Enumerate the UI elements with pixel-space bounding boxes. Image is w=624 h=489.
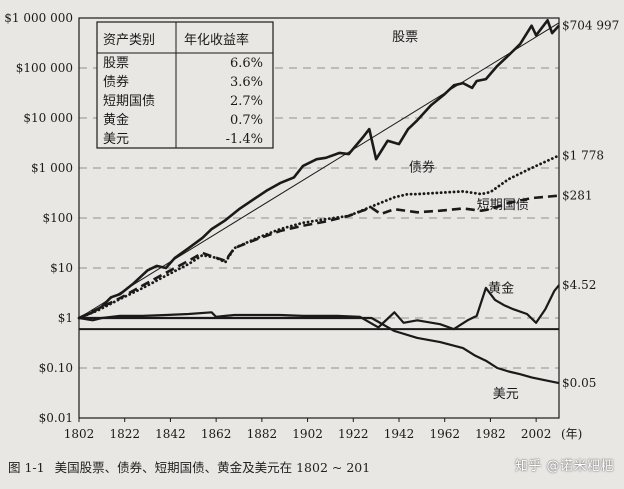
x-tick-label: 1822 [109,427,140,441]
table-asset-cell: 股票 [103,56,129,71]
x-tick-label: 1842 [155,427,186,441]
table-return-cell: 3.6% [230,75,263,90]
x-tick-label: 1862 [201,427,232,441]
table-return-cell: -1.4% [226,132,263,147]
plot-frame [78,17,560,419]
y-tick-label: $100 000 [16,61,73,75]
series-name-label: 债券 [409,160,435,176]
y-tick-label: $1 000 000 [4,11,73,25]
table-asset-cell: 短期国债 [103,94,155,109]
x-tick-label: 1802 [64,427,95,441]
table-header-cell: 资产类别 [103,33,155,48]
y-tick-label: $1 [58,311,73,325]
series-end-label: $1 778 [562,149,604,163]
caption-text: 美国股票、债券、短期国债、黄金及美元在 1802 ~ 201 [54,460,371,475]
x-tick-label: 1922 [338,427,369,441]
table-asset-cell: 美元 [103,132,129,147]
table-header-cell: 年化收益率 [184,32,249,48]
series-end-label: $0.05 [562,376,596,390]
table-return-cell: 0.7% [230,113,263,128]
series-end-label: $4.52 [562,278,596,292]
table-return-cell: 6.6% [230,56,263,71]
series-end-label: $704 997 [562,19,619,33]
y-tick-label: $1 000 [31,161,73,175]
series-line-series-5 [79,316,560,385]
table-asset-cell: 黄金 [103,112,129,128]
series-name-label: 短期国债 [477,198,529,213]
x-axis-unit: (年) [561,427,582,441]
y-tick-label: $0.01 [39,411,73,425]
y-tick-label: $100 [42,211,73,225]
y-tick-label: $10 [50,261,73,275]
table-asset-cell: 债券 [103,74,129,90]
figure-caption: 图 1-1 美国股票、债券、短期国债、黄金及美元在 1802 ~ 201 [8,457,618,476]
x-tick-label: 2002 [521,427,552,441]
y-tick-label: $10 000 [23,111,73,125]
table-return-cell: 2.7% [230,94,263,109]
caption-number: 图 1-1 [8,460,45,475]
table-frame [96,21,274,149]
watermark: 知乎 @诺米粑粑 [514,459,614,474]
series-line-series-4 [78,284,560,331]
series-name-label: 股票 [392,30,418,45]
series-name-label: 黄金 [488,281,514,297]
x-tick-label: 1982 [475,427,506,441]
series-name-label: 美元 [493,387,519,402]
series-line-series-2 [77,154,561,320]
series-line-thin-trend [78,22,560,319]
x-tick-label: 1942 [384,427,415,441]
x-tick-label: 1962 [429,427,460,441]
x-tick-label: 1902 [292,427,323,441]
x-tick-label: 1882 [247,427,278,441]
y-tick-label: $0.10 [39,361,73,375]
series-line-series-3 [78,194,560,320]
series-end-label: $281 [562,189,593,203]
